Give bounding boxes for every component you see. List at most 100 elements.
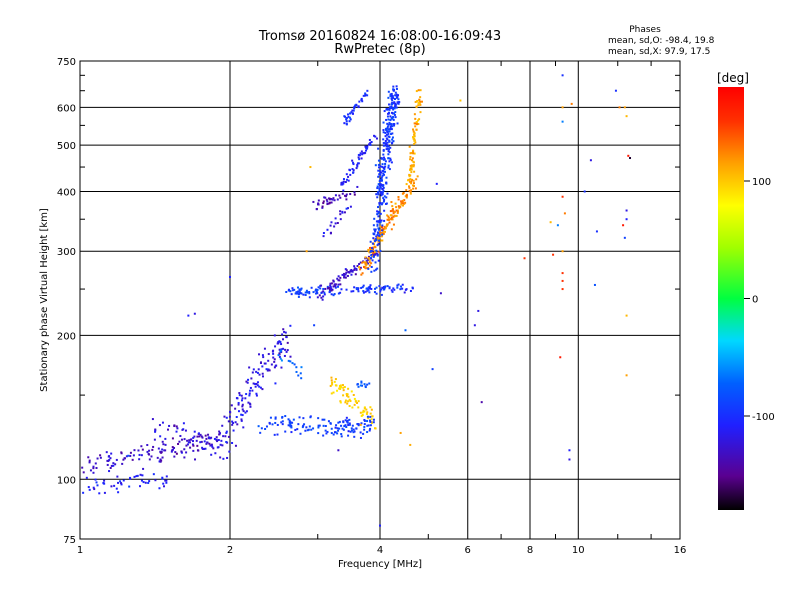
- echo-point: [372, 242, 375, 245]
- echo-point: [251, 371, 254, 374]
- echo-point: [374, 252, 377, 255]
- echo-point: [317, 432, 320, 435]
- echo-point: [339, 276, 342, 279]
- echo-point: [188, 439, 191, 442]
- echo-point: [258, 373, 261, 376]
- echo-point: [416, 123, 419, 126]
- echo-point: [236, 397, 239, 400]
- echo-point: [165, 481, 168, 484]
- echo-point: [393, 211, 396, 214]
- echo-point: [203, 440, 206, 443]
- echo-point: [148, 480, 151, 483]
- echo-point: [390, 117, 393, 120]
- echo-point: [324, 287, 327, 290]
- echo-point: [340, 183, 343, 186]
- echo-point: [170, 450, 173, 453]
- echo-point: [380, 183, 383, 186]
- echo-point: [284, 348, 287, 351]
- echo-point: [267, 353, 270, 356]
- echo-point: [330, 201, 333, 204]
- echo-point: [378, 221, 381, 224]
- echo-point: [373, 269, 376, 272]
- echo-point: [392, 97, 395, 100]
- echo-point: [627, 154, 630, 157]
- echo-point: [299, 432, 302, 435]
- echo-point: [296, 286, 299, 289]
- echo-point: [138, 458, 141, 461]
- echo-point: [399, 285, 402, 288]
- echo-point: [92, 465, 95, 468]
- echo-point: [375, 286, 378, 289]
- echo-point: [377, 227, 380, 230]
- echo-point: [375, 220, 378, 223]
- echo-point: [282, 347, 285, 350]
- echo-point: [274, 416, 277, 419]
- echo-point: [381, 224, 384, 227]
- echo-point: [321, 418, 324, 421]
- echo-point: [388, 108, 391, 111]
- echo-point: [363, 406, 366, 409]
- echo-point: [337, 275, 340, 278]
- echo-point: [387, 148, 390, 151]
- echo-point: [245, 393, 248, 396]
- echo-point: [88, 488, 91, 491]
- echo-point: [338, 385, 341, 388]
- echo-point: [396, 122, 399, 125]
- echo-point: [412, 182, 415, 185]
- echo-point: [382, 232, 385, 235]
- echo-point: [337, 429, 340, 432]
- echo-point: [408, 175, 411, 178]
- echo-point: [377, 183, 380, 186]
- echo-point: [180, 450, 183, 453]
- echo-point: [231, 420, 234, 423]
- echo-point: [108, 455, 111, 458]
- echo-point: [377, 242, 380, 245]
- echo-point: [283, 354, 286, 357]
- echo-point: [370, 265, 373, 268]
- echo-point: [206, 441, 209, 444]
- echo-point: [94, 478, 97, 481]
- echo-point: [279, 357, 282, 360]
- echo-point: [159, 460, 162, 463]
- echo-point: [385, 118, 388, 121]
- echo-point: [315, 288, 318, 291]
- plot-frame: [79, 60, 681, 540]
- echo-point: [263, 362, 266, 365]
- echo-point: [345, 269, 348, 272]
- echo-point: [336, 221, 339, 224]
- echo-point: [374, 253, 377, 256]
- echo-point: [265, 425, 268, 428]
- echo-point: [326, 228, 329, 231]
- echo-point: [152, 473, 155, 476]
- echo-point: [335, 424, 338, 427]
- colorbar-ticks: 100 0 -100: [744, 177, 775, 423]
- echo-point: [180, 438, 183, 441]
- echo-point: [357, 153, 360, 156]
- echo-point: [417, 122, 420, 125]
- echo-point: [389, 123, 392, 126]
- echo-point: [254, 385, 257, 388]
- echo-point: [350, 290, 353, 293]
- echo-point: [344, 419, 347, 422]
- echo-point: [216, 440, 219, 443]
- echo-point: [374, 261, 377, 264]
- echo-point: [148, 453, 151, 456]
- echo-point: [363, 419, 366, 422]
- echo-point: [413, 135, 416, 138]
- echo-point: [284, 415, 287, 418]
- echo-point: [382, 197, 385, 200]
- echo-point: [366, 94, 369, 97]
- echo-point: [312, 291, 315, 294]
- echo-point: [258, 385, 261, 388]
- echo-point: [287, 289, 290, 292]
- echo-point: [354, 104, 357, 107]
- echo-point: [154, 479, 157, 482]
- echo-point: [330, 376, 333, 379]
- echo-point: [347, 387, 350, 390]
- x-tick-label: 8: [527, 545, 533, 556]
- echo-point: [344, 115, 347, 118]
- echo-point: [298, 289, 301, 292]
- echo-point: [384, 285, 387, 288]
- echo-point: [376, 244, 379, 247]
- echo-point: [182, 422, 185, 425]
